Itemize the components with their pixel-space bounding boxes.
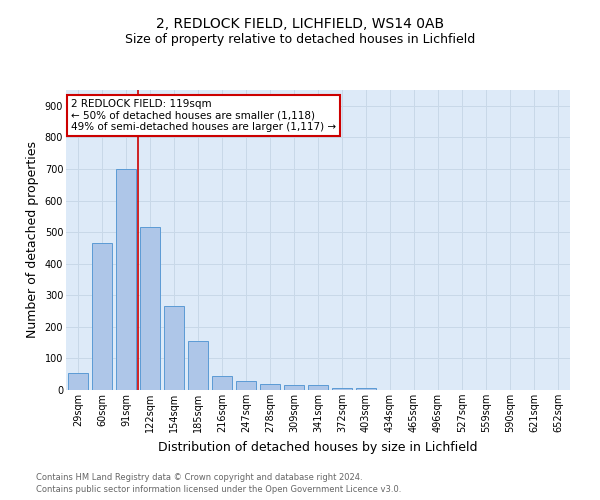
Bar: [116, 169, 136, 390]
Bar: [68, 372, 88, 390]
Bar: [92, 243, 112, 390]
Bar: [236, 380, 256, 390]
Bar: [164, 306, 184, 390]
Bar: [356, 388, 376, 390]
Text: Size of property relative to detached houses in Lichfield: Size of property relative to detached ho…: [125, 32, 475, 46]
Y-axis label: Number of detached properties: Number of detached properties: [26, 142, 39, 338]
Text: 2 REDLOCK FIELD: 119sqm
← 50% of detached houses are smaller (1,118)
49% of semi: 2 REDLOCK FIELD: 119sqm ← 50% of detache…: [71, 99, 336, 132]
Bar: [212, 376, 232, 390]
Text: Contains HM Land Registry data © Crown copyright and database right 2024.: Contains HM Land Registry data © Crown c…: [36, 472, 362, 482]
Bar: [308, 386, 328, 390]
X-axis label: Distribution of detached houses by size in Lichfield: Distribution of detached houses by size …: [158, 440, 478, 454]
Bar: [188, 341, 208, 390]
Bar: [284, 386, 304, 390]
Text: Contains public sector information licensed under the Open Government Licence v3: Contains public sector information licen…: [36, 485, 401, 494]
Bar: [140, 228, 160, 390]
Bar: [332, 388, 352, 390]
Bar: [260, 384, 280, 390]
Text: 2, REDLOCK FIELD, LICHFIELD, WS14 0AB: 2, REDLOCK FIELD, LICHFIELD, WS14 0AB: [156, 18, 444, 32]
